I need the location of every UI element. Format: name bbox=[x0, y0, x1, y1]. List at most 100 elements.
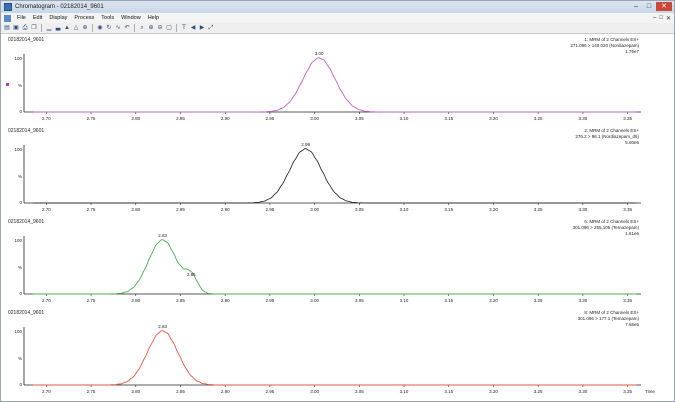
toolbar: ▤ ▣ ⎙ ❐ ▁ ▃ ▲ △ ⊕ ◉ ↻ ∿ ↶ ⌕ ⊕ ⊖ ▢ T ◀ ▶ ⤢ bbox=[1, 23, 674, 34]
peak-icon[interactable]: ▲ bbox=[64, 25, 70, 31]
toolbar-separator bbox=[92, 24, 93, 32]
nav-forward-icon[interactable]: ▶ bbox=[199, 25, 205, 31]
x-tick-label: 3.15 bbox=[444, 389, 453, 394]
nav-back-icon[interactable]: ◀ bbox=[190, 25, 196, 31]
y-axis-label: % bbox=[18, 356, 22, 361]
y-max-label: 100 bbox=[14, 147, 22, 152]
x-tick-label: 3.20 bbox=[489, 389, 498, 394]
x-tick-label: 2.90 bbox=[221, 298, 230, 303]
menu-help[interactable]: Help bbox=[147, 15, 159, 21]
save-icon[interactable]: ▣ bbox=[13, 25, 19, 31]
integrate-icon[interactable]: △ bbox=[73, 25, 79, 31]
x-tick-label: 2.85 bbox=[176, 207, 185, 212]
trace-marker bbox=[6, 83, 9, 86]
x-tick-label: 3.30 bbox=[578, 298, 587, 303]
y-max-label: 100 bbox=[14, 238, 22, 243]
globe-icon[interactable]: ◉ bbox=[97, 25, 103, 31]
menu-process[interactable]: Process bbox=[74, 15, 95, 21]
chromatogram-plots[interactable]: 02182014_9601 1: MRM of 2 Channels ES+271… bbox=[1, 34, 674, 401]
y-max-label: 100 bbox=[14, 56, 22, 61]
x-tick-label: 2.75 bbox=[87, 116, 96, 121]
print-icon[interactable]: ⎙ bbox=[22, 25, 28, 31]
x-tick-label: 2.95 bbox=[266, 389, 275, 394]
zoom-fit-icon[interactable]: ▢ bbox=[166, 25, 172, 31]
x-tick-label: 3.05 bbox=[355, 207, 364, 212]
x-tick-label: 3.35 bbox=[623, 298, 632, 303]
y-max-label: 100 bbox=[14, 329, 22, 334]
menu-display[interactable]: Display bbox=[49, 15, 68, 21]
x-tick-label: 3.10 bbox=[400, 116, 409, 121]
refresh-icon[interactable]: ↻ bbox=[106, 25, 112, 31]
peak-label-icon[interactable]: ⊕ bbox=[82, 25, 88, 31]
x-tick-label: 3.25 bbox=[534, 298, 543, 303]
x-axis-label: Time bbox=[645, 389, 655, 394]
chromatogram-trace bbox=[32, 239, 637, 295]
x-tick-label: 2.80 bbox=[131, 207, 140, 212]
document-icon[interactable] bbox=[4, 14, 11, 22]
x-tick-label: 2.75 bbox=[87, 298, 96, 303]
chromatogram-panel-1[interactable]: 02182014_9601 1: MRM of 2 Channels ES+271… bbox=[6, 37, 641, 121]
minimize-button[interactable]: – bbox=[634, 3, 638, 10]
text-icon[interactable]: T bbox=[182, 25, 186, 31]
x-tick-label: 3.00 bbox=[310, 298, 319, 303]
peak-label[interactable]: 2.86 bbox=[187, 272, 196, 277]
undo-icon[interactable]: ↶ bbox=[124, 25, 130, 31]
toolbar-separator bbox=[134, 24, 135, 32]
expand-icon[interactable]: ⤢ bbox=[208, 25, 214, 31]
doc-restore-button[interactable]: □ bbox=[659, 15, 663, 21]
copy-icon[interactable]: ❐ bbox=[31, 25, 37, 31]
doc-close-button[interactable]: ✕ bbox=[665, 15, 671, 22]
x-tick-label: 2.70 bbox=[42, 389, 51, 394]
close-button[interactable]: ✕ bbox=[656, 2, 672, 11]
menu-window[interactable]: Window bbox=[121, 15, 141, 21]
sample-name: 02182014_9601 bbox=[8, 37, 44, 43]
x-tick-label: 3.15 bbox=[444, 298, 453, 303]
x-tick-label: 2.70 bbox=[42, 116, 51, 121]
toolbar-separator bbox=[41, 24, 42, 32]
x-tick-label: 3.35 bbox=[623, 116, 632, 121]
peak-label[interactable]: 2.83 bbox=[158, 233, 167, 238]
x-tick-label: 2.90 bbox=[221, 389, 230, 394]
chromatogram-panel-3[interactable]: 02182014_9601 6: MRM of 2 Channels ES+301… bbox=[8, 219, 641, 303]
peak-label[interactable]: 2.99 bbox=[301, 142, 310, 147]
zoom-in-icon[interactable]: ⊕ bbox=[148, 25, 154, 31]
chart-add-icon[interactable]: ▃ bbox=[55, 25, 61, 31]
x-tick-label: 3.25 bbox=[534, 116, 543, 121]
smooth-icon[interactable]: ∿ bbox=[115, 25, 121, 31]
x-tick-label: 2.75 bbox=[87, 207, 96, 212]
intensity-label: 1.61e6 bbox=[625, 231, 639, 236]
chart-icon[interactable]: ▁ bbox=[46, 25, 52, 31]
x-tick-label: 2.85 bbox=[176, 389, 185, 394]
peak-label[interactable]: 2.83 bbox=[158, 324, 167, 329]
y-axis-label: % bbox=[18, 174, 22, 179]
doc-minimize-button[interactable]: – bbox=[653, 15, 657, 21]
channel-title: 1: MRM of 2 Channels ES+ bbox=[584, 37, 639, 42]
menu-tools[interactable]: Tools bbox=[101, 15, 115, 21]
chromatogram-panel-4[interactable]: 02182014_9601 8: MRM of 2 Channels ES+301… bbox=[8, 310, 655, 394]
intensity-label: 5.60e5 bbox=[625, 140, 639, 145]
window-title: Chromatogram - 02182014_9601 bbox=[15, 4, 104, 10]
x-tick-label: 3.05 bbox=[355, 116, 364, 121]
open-icon[interactable]: ▤ bbox=[4, 25, 10, 31]
sample-name: 02182014_9601 bbox=[8, 219, 44, 225]
x-tick-label: 3.10 bbox=[400, 298, 409, 303]
maximize-button[interactable]: □ bbox=[646, 3, 652, 10]
peak-label[interactable]: 3.00 bbox=[315, 51, 324, 56]
menu-file[interactable]: File bbox=[17, 15, 26, 21]
y-axis-label: % bbox=[18, 265, 22, 270]
x-tick-label: 3.35 bbox=[623, 389, 632, 394]
menu-edit[interactable]: Edit bbox=[32, 15, 43, 21]
y-min-label: 0 bbox=[19, 382, 22, 387]
channel-title: 6: MRM of 2 Channels ES+ bbox=[584, 219, 639, 224]
x-tick-label: 3.00 bbox=[310, 389, 319, 394]
x-tick-label: 2.85 bbox=[176, 298, 185, 303]
x-tick-label: 3.30 bbox=[578, 207, 587, 212]
channel-title: 2: MRM of 2 Channels ES+ bbox=[584, 128, 639, 133]
title-bar[interactable]: Chromatogram - 02182014_9601 – □ ✕ bbox=[1, 1, 674, 13]
chromatogram-panel-2[interactable]: 02182014_9601 2: MRM of 2 Channels ES+276… bbox=[8, 128, 641, 212]
zoom-out-icon[interactable]: ⊖ bbox=[157, 25, 163, 31]
zoom-icon[interactable]: ⌕ bbox=[140, 25, 144, 31]
x-tick-label: 3.30 bbox=[578, 389, 587, 394]
transition-label: 301.096 > 255.105 (Temazepam) bbox=[573, 225, 640, 230]
